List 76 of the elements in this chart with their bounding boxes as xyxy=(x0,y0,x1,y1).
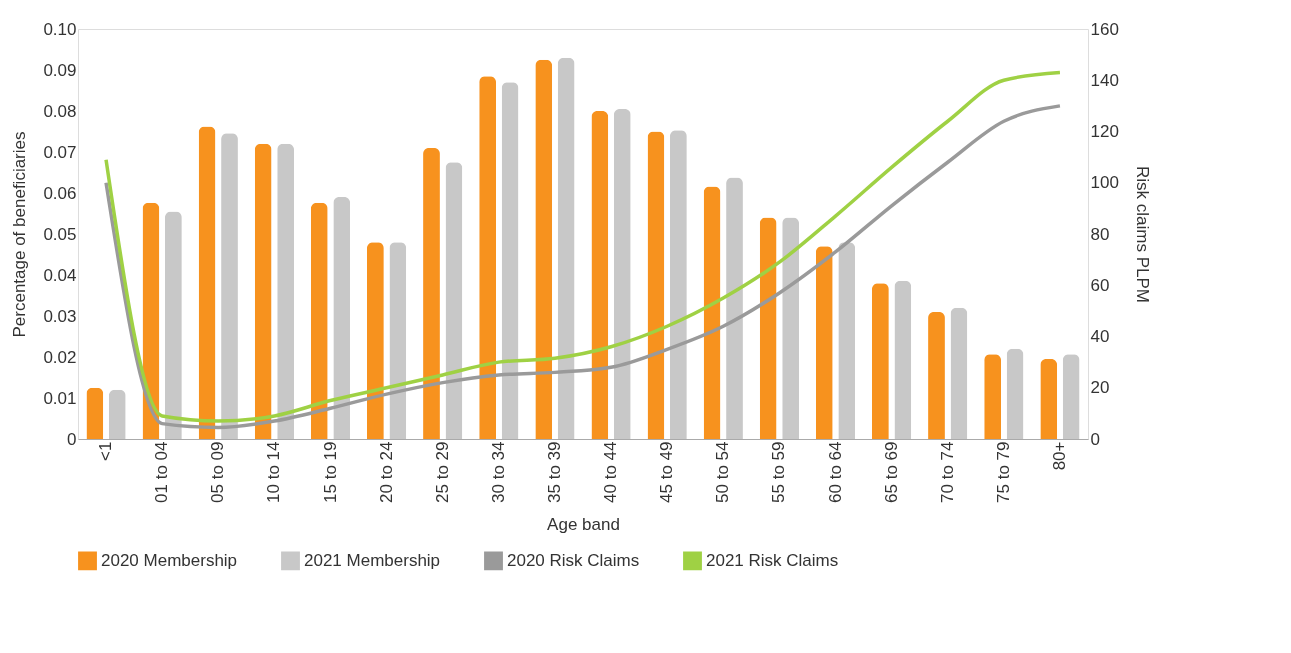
y2-tick-label: 160 xyxy=(1090,19,1119,39)
y2-tick-label: 60 xyxy=(1090,275,1110,295)
bar xyxy=(389,242,407,439)
bar xyxy=(759,217,777,439)
legend-label: 2020 Risk Claims xyxy=(507,550,640,570)
bar xyxy=(86,387,104,439)
x-tick-label: 10 to 14 xyxy=(264,441,284,503)
bar xyxy=(310,202,328,439)
bar xyxy=(479,76,497,439)
y-tick-label: 0.10 xyxy=(43,19,77,39)
bar xyxy=(838,242,856,439)
y-tick-label: 0 xyxy=(67,429,77,449)
legend-label: 2021 Membership xyxy=(304,550,441,570)
y-tick-label: 0.05 xyxy=(43,224,77,244)
bar xyxy=(277,143,295,439)
bar xyxy=(366,242,384,439)
x-axis-title: Age band xyxy=(547,514,620,534)
x-tick-label: 65 to 69 xyxy=(881,441,901,503)
x-tick-label: 45 to 49 xyxy=(657,441,677,503)
y2-tick-label: 40 xyxy=(1090,327,1110,346)
x-tick-label: 05 to 09 xyxy=(208,441,228,503)
y-tick-label: 0.06 xyxy=(43,183,77,203)
y-tick-label: 0.08 xyxy=(43,101,77,121)
y-tick-label: 0.03 xyxy=(43,306,77,326)
bar xyxy=(108,389,126,439)
x-tick-label: 01 to 04 xyxy=(152,441,172,503)
x-tick-label: 75 to 79 xyxy=(993,441,1013,503)
x-tick-label: 15 to 19 xyxy=(320,441,340,503)
y2-axis-title: Risk claims PLPM xyxy=(1132,166,1152,303)
x-tick-label: 70 to 74 xyxy=(937,441,957,503)
y-tick-label: 0.04 xyxy=(43,265,77,285)
bar xyxy=(1040,359,1058,439)
bar xyxy=(333,197,351,439)
x-tick-label: 80+ xyxy=(1049,441,1069,471)
legend-label: 2021 Risk Claims xyxy=(706,550,839,570)
bar xyxy=(871,283,889,439)
bar xyxy=(1006,348,1024,439)
x-tick-label: 20 to 24 xyxy=(376,441,396,503)
y2-tick-label: 100 xyxy=(1090,173,1119,193)
x-tick-label: 55 to 59 xyxy=(769,441,789,503)
bar xyxy=(703,186,721,439)
x-tick-label: 25 to 29 xyxy=(432,441,452,503)
bar xyxy=(815,246,833,439)
x-tick-label: 40 to 44 xyxy=(601,441,621,503)
y-tick-label: 0.07 xyxy=(43,142,77,162)
bar xyxy=(591,111,609,439)
bar xyxy=(535,59,553,439)
x-tick-label: 50 to 54 xyxy=(713,441,733,503)
y2-tick-label: 0 xyxy=(1090,429,1100,449)
bar xyxy=(198,126,216,439)
x-tick-label: 60 to 64 xyxy=(825,441,845,503)
y2-tick-label: 120 xyxy=(1090,122,1119,141)
y-tick-label: 0.02 xyxy=(43,347,77,367)
bar xyxy=(501,82,519,439)
bar xyxy=(782,217,800,439)
bar xyxy=(445,162,463,439)
bar xyxy=(1062,354,1080,439)
y-tick-label: 0.01 xyxy=(43,388,77,408)
x-tick-label: <1 xyxy=(96,441,116,461)
bar xyxy=(164,211,182,439)
bar xyxy=(557,57,575,439)
bar xyxy=(613,108,631,439)
x-tick-label: 35 to 39 xyxy=(544,441,564,503)
bar xyxy=(254,143,272,439)
bar xyxy=(894,280,912,439)
y-axis-title: Percentage of beneficiaries xyxy=(10,131,30,338)
y-tick-label: 0.09 xyxy=(43,60,77,80)
y2-tick-label: 20 xyxy=(1090,378,1110,398)
y2-tick-label: 80 xyxy=(1090,224,1110,244)
legend-label: 2020 Membership xyxy=(101,550,238,570)
y2-tick-label: 140 xyxy=(1090,70,1119,90)
bar xyxy=(950,307,968,439)
bar xyxy=(669,130,687,439)
bar xyxy=(647,131,665,439)
bar xyxy=(984,354,1002,439)
x-tick-label: 30 to 34 xyxy=(488,441,508,503)
